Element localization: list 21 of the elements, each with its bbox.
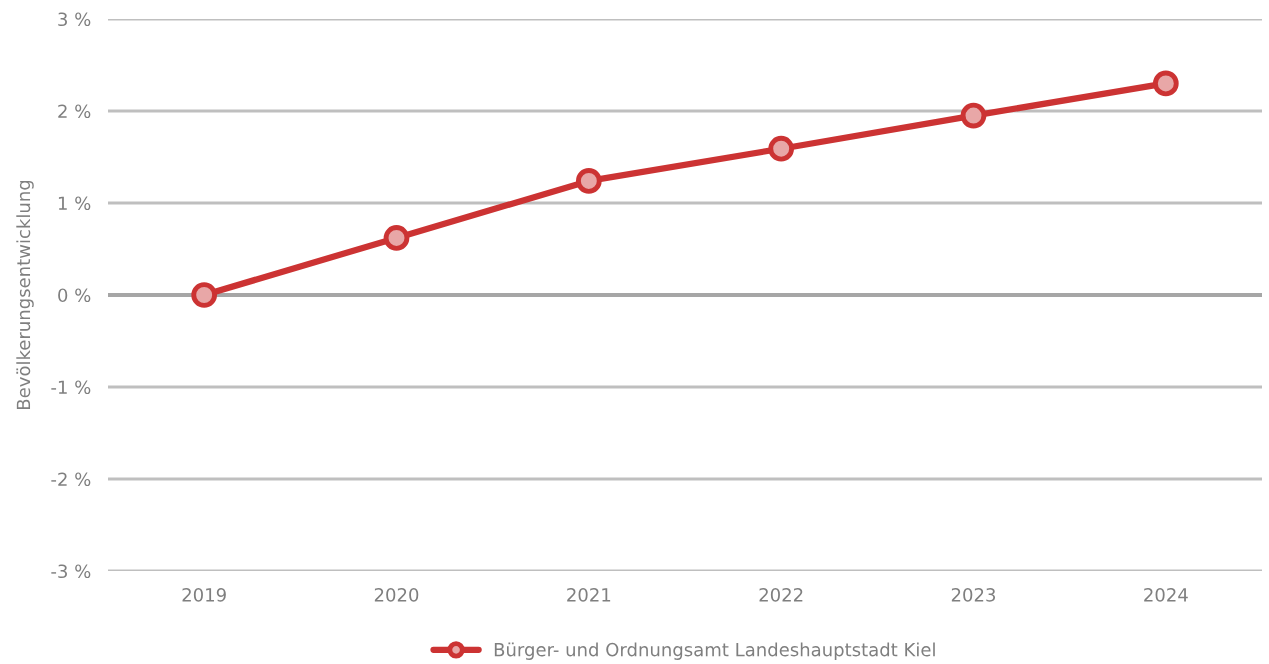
x-tick-label: 2022	[759, 587, 803, 602]
x-tick-label: 2021	[567, 587, 611, 602]
point	[575, 168, 602, 194]
point	[960, 102, 987, 129]
x-tick-label: 2023	[951, 587, 996, 602]
point	[191, 282, 218, 308]
x-tick-label: 2020	[374, 587, 419, 602]
point	[1152, 70, 1179, 97]
y-tick-label: 1 %	[58, 196, 91, 211]
y-tick-label: -3 %	[51, 564, 91, 579]
y-tick-label: 0 %	[58, 288, 91, 303]
point	[768, 135, 795, 162]
y-tick-label: -1 %	[51, 380, 91, 395]
legend-label: Bürger- und Ordnungsamt Landeshauptstadt Kiel	[494, 642, 935, 660]
point	[383, 225, 410, 251]
y-tick-label: -2 %	[51, 472, 91, 487]
x-tick-label: 2019	[182, 587, 226, 602]
x-tick-label: 2024	[1144, 587, 1188, 602]
y-axis-title: Bevölkerungsentwicklung	[16, 180, 34, 409]
y-tick-label: 3 %	[58, 12, 91, 27]
y-tick-label: 2 %	[58, 104, 91, 119]
